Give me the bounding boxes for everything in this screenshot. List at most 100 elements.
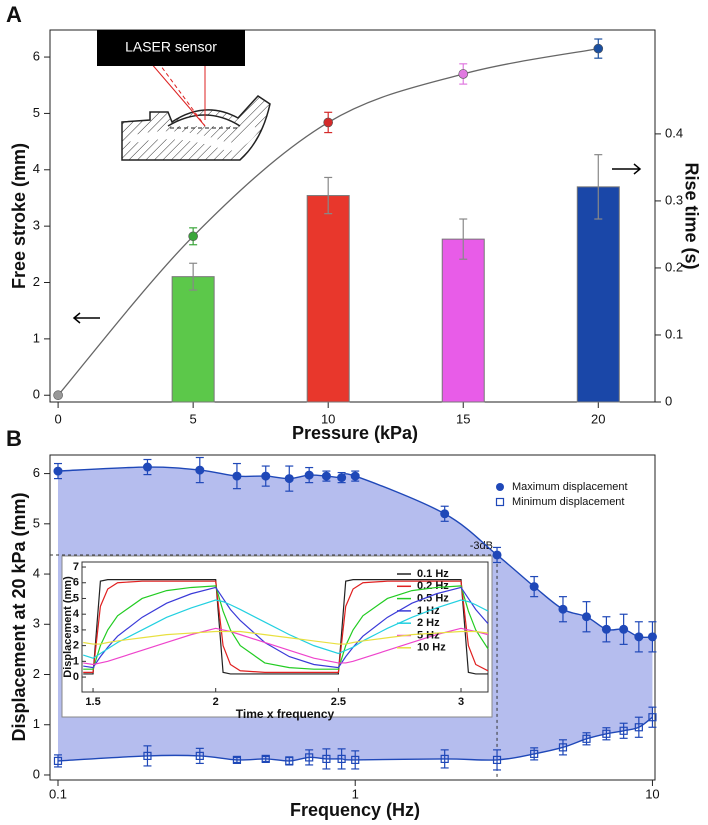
laser-beam (149, 61, 206, 127)
series-line (83, 579, 488, 675)
legend-marker (495, 497, 505, 507)
point (582, 734, 591, 743)
y-tick-label: 4 (33, 161, 40, 176)
legend-marker (496, 483, 504, 491)
x-tick-label: 20 (591, 411, 605, 426)
left-arrow (72, 312, 100, 324)
x-tick-label: 2.5 (331, 696, 346, 708)
point (647, 632, 657, 642)
annotation: -3dB (470, 540, 493, 552)
y-tick-label: 6 (73, 577, 79, 589)
y-tick-label: 3 (73, 624, 79, 636)
y-tick-label: 4 (33, 565, 40, 580)
axis-arrows (72, 163, 642, 324)
plot-frame (49, 454, 656, 781)
point (440, 754, 449, 764)
y-tick-label: 5 (33, 105, 40, 120)
point (53, 466, 63, 476)
point (188, 231, 198, 242)
y-tick-label: 7 (73, 561, 79, 573)
y2-tick-label: 0.2 (665, 259, 683, 274)
panel-a: A Free stroke (mm) Rise time (s) Pressur… (6, 2, 701, 443)
legend-label: 0.1 Hz (417, 568, 449, 580)
laser-beam (157, 61, 206, 127)
y-tick-label: 1 (33, 330, 40, 345)
point (195, 751, 204, 760)
series-line (83, 586, 489, 669)
x-tick-label: 1.5 (85, 696, 100, 708)
y-tick-label: 5 (73, 592, 79, 604)
point (261, 754, 270, 764)
x-tick-label: 5 (190, 411, 197, 426)
y-axis-label: Displacement (mm) (62, 576, 74, 678)
point (350, 471, 360, 481)
point (322, 754, 331, 764)
point (602, 729, 611, 738)
legend-label: 0.2 Hz (417, 580, 449, 592)
point (458, 69, 469, 79)
point (143, 751, 152, 760)
point (619, 726, 628, 735)
x-tick-label: 10 (645, 786, 659, 801)
fit-curve (57, 47, 599, 396)
point (558, 604, 568, 614)
y-tick-label: 2 (33, 666, 40, 681)
point (440, 509, 450, 519)
bar (171, 276, 215, 403)
point (53, 756, 63, 766)
y-tick-label: 0 (33, 387, 40, 402)
plot-frame (49, 29, 656, 403)
bar (306, 195, 350, 403)
actuator-body (121, 95, 271, 161)
x-tick-label: 2 (213, 696, 219, 708)
legend-label: Minimum displacement (512, 496, 624, 508)
x-tick-label: 0 (54, 411, 61, 426)
y2-axis-label: Rise time (s) (681, 162, 701, 269)
x-tick-label: 0.1 (49, 786, 67, 801)
y2-tick-label: 0.4 (665, 125, 683, 140)
x-tick-label: 10 (321, 411, 335, 426)
sensor-sketch: LASER sensor (97, 30, 271, 161)
point (321, 471, 331, 481)
point (304, 470, 314, 480)
point (195, 465, 205, 475)
bar (441, 238, 485, 403)
point (634, 632, 644, 642)
right-arrow (612, 163, 642, 175)
series-line (83, 627, 489, 666)
point (337, 473, 347, 483)
point (619, 624, 629, 634)
y-tick-label: 2 (73, 640, 79, 652)
channel (128, 125, 260, 151)
inset-panel: 1.5 2 2.5 3 0 1 2 3 4 5 6 7 Time x frequency Displace… (61, 555, 493, 721)
x-axis-label: Pressure (kPa) (292, 423, 418, 443)
plot-frame (81, 561, 489, 693)
series-line (83, 580, 489, 673)
membrane (167, 114, 241, 127)
point (351, 755, 360, 765)
y-tick-label: 6 (33, 465, 40, 480)
y-tick-label: 1 (33, 716, 40, 731)
sensor-label: LASER sensor (125, 39, 217, 55)
x-axis-label: Time x frequency (236, 707, 335, 721)
x-axis-label: Frequency (Hz) (290, 800, 420, 820)
panel-label: A (6, 2, 22, 27)
point (634, 723, 643, 732)
y-tick-label: 3 (33, 218, 40, 233)
legend-label: 2 Hz (417, 617, 440, 629)
legend-label: 0.5 Hz (417, 593, 449, 605)
y-axis-label: Free stroke (mm) (9, 143, 29, 289)
point (142, 462, 152, 472)
legend-label: Maximum displacement (512, 481, 628, 493)
legend-label: 5 Hz (417, 629, 440, 641)
panel-label: B (6, 426, 22, 451)
y2-tick-label: 0.3 (665, 192, 683, 207)
point (305, 753, 314, 762)
sensor-box (97, 30, 245, 66)
x-tick-label: 15 (456, 411, 470, 426)
series-line (83, 585, 489, 670)
y-tick-label: 1 (73, 655, 79, 667)
point (285, 756, 294, 766)
y2-tick-label: 0.1 (665, 326, 683, 341)
